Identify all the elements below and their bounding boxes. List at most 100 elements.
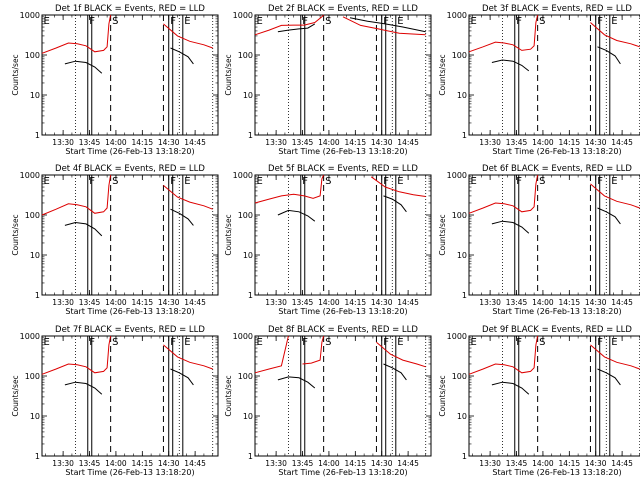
- x-tick-label: 13:30: [479, 459, 501, 468]
- y-tick-label: 1000: [20, 11, 40, 20]
- y-tick-label: 10: [457, 412, 467, 421]
- x-axis-label: Start Time (26-Feb-13 13:18:20): [65, 307, 194, 316]
- panel-4: Det 4f BLACK = Events, RED = LLD 1 10 100 10…: [11, 164, 219, 316]
- y-tick-label: 1000: [447, 171, 467, 180]
- series-lld-line: [163, 185, 213, 210]
- x-tick-label: 14:45: [397, 459, 419, 468]
- series-events-line: [277, 23, 316, 33]
- x-tick-label: 14:30: [371, 138, 393, 147]
- marker-label: E: [611, 16, 617, 27]
- panel-1: Det 1f BLACK = Events, RED = LLD 1 10 100 10…: [11, 4, 219, 156]
- x-tick-label: 14:30: [585, 298, 607, 307]
- y-tick-label: 1: [35, 291, 40, 300]
- panel-title: Det 1f BLACK = Events, RED = LLD: [55, 4, 205, 14]
- x-tick-label: 14:30: [585, 138, 607, 147]
- x-tick-label: 14:30: [158, 298, 180, 307]
- plot-frame: [254, 174, 432, 296]
- x-tick-label: 13:30: [52, 298, 74, 307]
- y-tick-label: 1: [462, 452, 467, 461]
- marker-label: E: [397, 176, 403, 187]
- series-events-line: [597, 46, 621, 65]
- y-tick-label: 100: [25, 211, 40, 220]
- x-tick-label: 14:45: [611, 459, 633, 468]
- y-tick-label: 100: [452, 372, 467, 381]
- marker-label: F: [597, 176, 603, 187]
- marker-label: F: [516, 16, 522, 27]
- marker-label: F: [89, 337, 95, 348]
- y-tick-label: 1000: [20, 332, 40, 341]
- y-tick-label: 1: [462, 131, 467, 140]
- x-tick-label: 14:45: [184, 138, 206, 147]
- panel-title: Det 8f BLACK = Events, RED = LLD: [268, 325, 418, 335]
- x-axis-label: Start Time (26-Feb-13 13:18:20): [492, 147, 621, 156]
- x-tick-label: 13:30: [52, 138, 74, 147]
- marker-label: E: [44, 337, 50, 348]
- panel-title: Det 4f BLACK = Events, RED = LLD: [55, 164, 205, 174]
- marker-label: E: [184, 16, 190, 27]
- series-lld-line: [370, 176, 426, 197]
- x-tick-label: 13:45: [79, 459, 101, 468]
- y-tick-label: 10: [30, 251, 40, 260]
- marker-label: F: [302, 176, 308, 187]
- x-tick-label: 14:45: [611, 138, 633, 147]
- panel-2: Det 2f BLACK = Events, RED = LLD 1 10 100 10…: [224, 4, 432, 156]
- marker-label: F: [383, 16, 389, 27]
- plot-frame: [468, 174, 640, 296]
- marker-label: F: [383, 176, 389, 187]
- series-lld-line: [590, 22, 640, 48]
- marker-label: S: [112, 176, 118, 187]
- panel-8: Det 8f BLACK = Events, RED = LLD 1 10 100 10…: [224, 325, 432, 477]
- panel-title: Det 2f BLACK = Events, RED = LLD: [268, 4, 418, 14]
- x-tick-label: 13:45: [506, 138, 528, 147]
- x-tick-label: 14:30: [158, 459, 180, 468]
- plot-frame: [41, 14, 219, 136]
- series-lld-line: [468, 14, 539, 53]
- x-tick-label: 14:00: [532, 298, 554, 307]
- plot-frame: [41, 174, 219, 296]
- marker-label: F: [170, 16, 176, 27]
- x-axis-label: Start Time (26-Feb-13 13:18:20): [278, 147, 407, 156]
- y-tick-label: 100: [25, 51, 40, 60]
- series-lld-line: [254, 335, 289, 374]
- marker-label: F: [170, 176, 176, 187]
- marker-label: F: [89, 176, 95, 187]
- x-tick-label: 13:45: [506, 459, 528, 468]
- series-lld-line: [163, 23, 213, 49]
- series-events-line: [64, 221, 103, 237]
- marker-label: S: [539, 337, 545, 348]
- x-tick-label: 13:30: [479, 298, 501, 307]
- x-tick-label: 13:45: [506, 298, 528, 307]
- plot-frame: [41, 335, 219, 457]
- plot-frame: [468, 14, 640, 136]
- series-lld-line: [163, 344, 213, 370]
- y-tick-label: 1000: [447, 11, 467, 20]
- plot-frame: [468, 335, 640, 457]
- y-tick-label: 1: [462, 291, 467, 300]
- marker-label: S: [539, 16, 545, 27]
- x-tick-label: 14:00: [532, 138, 554, 147]
- y-tick-label: 10: [243, 91, 253, 100]
- x-tick-label: 14:15: [132, 138, 154, 147]
- x-tick-label: 13:45: [79, 138, 101, 147]
- panel-7: Det 7f BLACK = Events, RED = LLD 1 10 100 10…: [11, 325, 219, 477]
- x-tick-label: 13:45: [292, 298, 314, 307]
- y-tick-label: 100: [238, 372, 253, 381]
- marker-label: E: [44, 16, 50, 27]
- series-lld-line: [468, 174, 539, 214]
- x-axis-label: Start Time (26-Feb-13 13:18:20): [278, 468, 407, 477]
- x-tick-label: 14:15: [345, 298, 367, 307]
- x-tick-label: 13:45: [79, 298, 101, 307]
- x-tick-label: 14:15: [559, 298, 581, 307]
- series-events-line: [597, 207, 621, 225]
- x-tick-label: 14:30: [371, 459, 393, 468]
- series-lld-line: [590, 344, 640, 370]
- marker-label: E: [397, 337, 403, 348]
- series-lld-line: [376, 341, 426, 368]
- panel-title: Det 6f BLACK = Events, RED = LLD: [482, 164, 632, 174]
- x-tick-label: 13:30: [52, 459, 74, 468]
- marker-label: S: [325, 176, 331, 187]
- y-tick-label: 10: [30, 91, 40, 100]
- y-tick-label: 1000: [20, 171, 40, 180]
- series-lld-line: [41, 14, 112, 54]
- y-tick-label: 1: [248, 291, 253, 300]
